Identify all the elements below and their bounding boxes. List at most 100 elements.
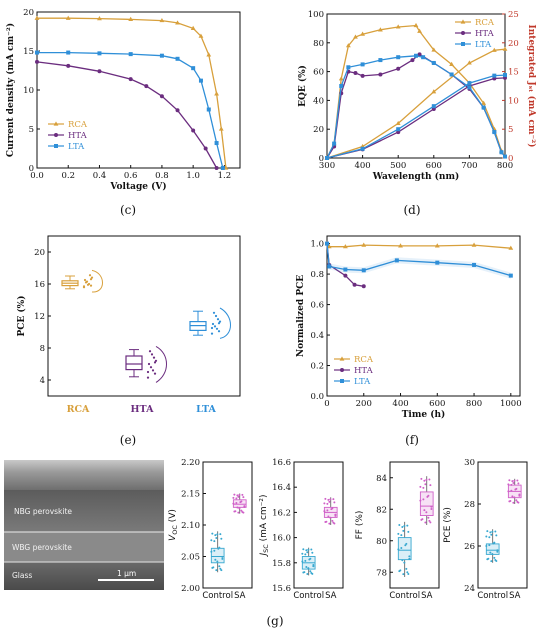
y-tick-label-g1: 2.20 <box>181 458 200 468</box>
data-point-SA <box>237 511 240 514</box>
data-point-Control <box>303 571 306 574</box>
data-point-SA <box>328 500 331 503</box>
eqe-point-RCA <box>378 27 383 32</box>
data-point-LTA <box>214 141 219 146</box>
data-point-HTA <box>146 376 150 379</box>
data-point-Control <box>308 558 311 561</box>
data-point-HTA <box>144 84 149 89</box>
data-point-Control <box>304 553 307 556</box>
x-tick-label-d: 500 <box>390 161 406 171</box>
data-point-SA <box>241 493 244 496</box>
series-line-LTA <box>326 243 511 277</box>
data-point-Control <box>486 530 489 533</box>
legend-label-c: LTA <box>68 142 85 152</box>
jsc-point-RCA <box>491 47 497 52</box>
legend-marker-c <box>53 121 59 126</box>
y2-axis-d: 0 5 10 15 20 25 <box>502 10 519 164</box>
data-point-Control <box>400 534 403 537</box>
data-point-SA <box>516 500 519 503</box>
data-point-SA <box>513 496 516 499</box>
data-point-Control <box>493 556 496 559</box>
y2-tick-label-d: 15 <box>508 68 519 78</box>
data-point-SA <box>327 498 330 501</box>
data-point-RCA <box>34 15 40 20</box>
y-axis-label-e: PCE (%) <box>16 296 27 337</box>
y-tick-label-d: 100 <box>308 10 324 20</box>
data-point-SA <box>323 502 326 505</box>
data-point-LTA <box>211 322 215 326</box>
data-point-SA <box>233 493 236 496</box>
data-point-SA <box>235 502 238 505</box>
box-Control <box>485 543 500 555</box>
eqe-point-LTA <box>346 65 351 70</box>
jsc-point-LTA <box>360 146 365 151</box>
y-axis-label-c: Current density (mA cm⁻²) <box>5 23 16 157</box>
data-point-SA <box>508 479 511 482</box>
data-point-Control <box>221 557 224 560</box>
x-tick-label-f: 400 <box>392 399 408 409</box>
category-label-SA: SA <box>325 591 337 601</box>
chart-c: 0.0 0.2 0.4 0.6 0.8 1.0 1.2 0 5 10 15 20 Voltage (V)… <box>5 8 241 192</box>
x-tick-label-c: 0.2 <box>61 171 75 181</box>
data-point-SA <box>326 502 329 505</box>
y-tick-label-f: 0.0 <box>310 392 324 402</box>
data-point-Control <box>399 569 402 572</box>
data-point-Control <box>307 567 310 570</box>
data-point-Control <box>301 560 304 563</box>
data-point-HTA <box>152 356 156 359</box>
data-point-SA <box>324 497 327 500</box>
legend-label-d: HTA <box>475 29 495 39</box>
category-label-Control: Control <box>389 591 420 601</box>
y-tick-label-g4: 24 <box>464 584 475 594</box>
y-axis-label-g1: VOC (V) <box>168 509 179 541</box>
jsc-point-LTA <box>503 73 507 78</box>
data-point-RCA <box>398 243 403 248</box>
data-point-SA <box>429 521 432 524</box>
data-point-SA <box>426 495 429 498</box>
data-point-LTA <box>175 56 180 61</box>
x-tick-label-f: 0 <box>324 399 329 409</box>
x-tick-label-c: 1.2 <box>218 171 232 181</box>
data-point-SA <box>423 479 426 482</box>
plot-frame-e <box>47 235 241 397</box>
data-point-LTA <box>66 50 71 55</box>
y-tick-label-c: 0 <box>29 164 34 174</box>
jsc-point-RCA <box>467 60 472 65</box>
data-point-HTA <box>343 273 348 278</box>
x-tick-label-d: 700 <box>461 161 477 171</box>
data-point-SA <box>419 499 422 502</box>
data-point-SA <box>517 482 520 485</box>
data-point-SA <box>420 477 423 480</box>
y-axis-label-d: EQE (%) <box>297 65 308 107</box>
data-point-RCA <box>86 283 90 286</box>
data-point-SA <box>421 518 424 521</box>
y2-tick-label-d: 25 <box>508 10 519 20</box>
data-point-SA <box>241 510 244 513</box>
data-point-Control <box>397 548 400 551</box>
data-point-Control <box>487 557 490 560</box>
data-point-SA <box>323 510 326 513</box>
series-line-RCA <box>326 243 511 249</box>
data-point-RCA <box>128 16 134 22</box>
data-point-SA <box>333 501 336 504</box>
data-point-SA <box>515 499 518 502</box>
data-point-Control <box>490 560 493 563</box>
data-point-LTA <box>218 320 222 323</box>
y-tick-label-c: 15 <box>23 47 34 57</box>
chart-g3: 78 80 82 84 FF (%) Control SA <box>355 461 440 601</box>
data-point-Control <box>305 549 308 552</box>
data-point-SA <box>428 478 431 481</box>
data-point-Control <box>403 525 406 528</box>
y-tick-label-g4: 30 <box>464 458 475 468</box>
legend-marker-f <box>339 356 345 361</box>
y-tick-label-g2: 16.6 <box>272 458 291 468</box>
data-point-HTA <box>361 284 366 289</box>
category-label-LTA: LTA <box>196 404 216 415</box>
y-tick-label-e: 4 <box>40 376 45 386</box>
data-point-Control <box>496 550 499 553</box>
y-tick-label-e: 12 <box>34 312 45 322</box>
data-point-Control <box>402 529 405 532</box>
data-point-HTA <box>151 369 155 372</box>
plot-frame-g1 <box>202 461 253 589</box>
y2-tick-label-d: 0 <box>508 154 513 164</box>
